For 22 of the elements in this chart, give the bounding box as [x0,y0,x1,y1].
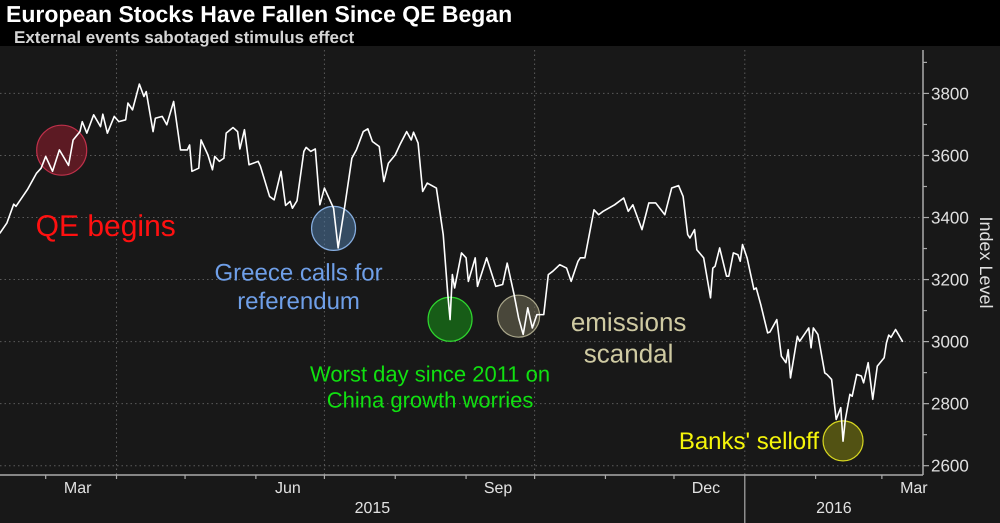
x-tick-label: Jun [274,480,301,497]
y-tick-label: 2800 [931,394,969,414]
y-tick-label: 3800 [931,84,969,104]
y-tick-label: 2600 [931,456,969,476]
text: 2015 [354,500,390,517]
annotation: Greece calls for referendum [214,259,383,316]
annotation: Banks' selloff [678,428,820,455]
annotation: Worst day since 2011 on China growth worries [310,361,550,413]
x-tick-label: Dec [692,480,720,497]
x-tick-label: Mar [64,480,92,497]
y-tick-label: 3400 [931,208,969,228]
x-tick-label: Sep [484,480,512,497]
annotation: emissions scandal [570,307,686,368]
y-tick-label: 3000 [931,332,969,352]
y-tick-label: 3600 [931,146,969,166]
text: 2016 [816,500,852,517]
y-tick-label: 3200 [931,270,969,290]
y-axis-title: Index Level [976,216,996,309]
x-tick-label: Mar [900,480,928,497]
chart-title: European Stocks Have Fallen Since QE Began [6,1,512,27]
chart-subtitle: External events sabotaged stimulus effect [14,28,354,47]
annotation: QE begins [36,210,176,244]
